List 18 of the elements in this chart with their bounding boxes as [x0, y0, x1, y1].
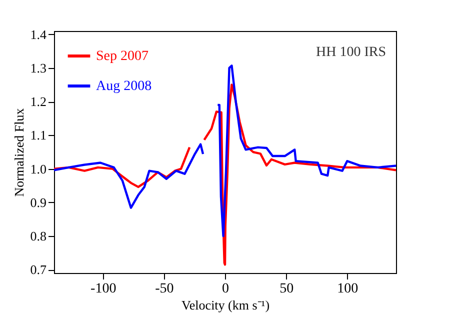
x-tick-label: -100 — [90, 282, 116, 296]
y-tick-label: 1.4 — [30, 26, 47, 42]
annotation: HH 100 IRS — [316, 45, 386, 60]
legend-label: Sep 2007 — [96, 49, 148, 64]
legend-label: Aug 2008 — [96, 79, 152, 94]
x-tick-label: -50 — [155, 282, 174, 296]
y-tick-label: 1.2 — [30, 94, 46, 110]
y-tick-label: 0.8 — [30, 228, 46, 244]
y-tick-label: 1.1 — [30, 128, 46, 143]
y-axis-title: Normalized Flux — [11, 108, 26, 197]
y-tick-label: 0.9 — [30, 194, 46, 210]
y-tick-label: 1.3 — [30, 60, 46, 76]
y-tick-label: 1.0 — [30, 161, 46, 176]
x-axis-title: Velocity (km s⁻¹) — [181, 298, 270, 312]
x-tick-label: 100 — [337, 282, 358, 296]
x-tick-label: 0 — [222, 282, 229, 296]
y-tick-label: 0.7 — [30, 262, 47, 278]
x-tick-label: 50 — [280, 282, 294, 296]
